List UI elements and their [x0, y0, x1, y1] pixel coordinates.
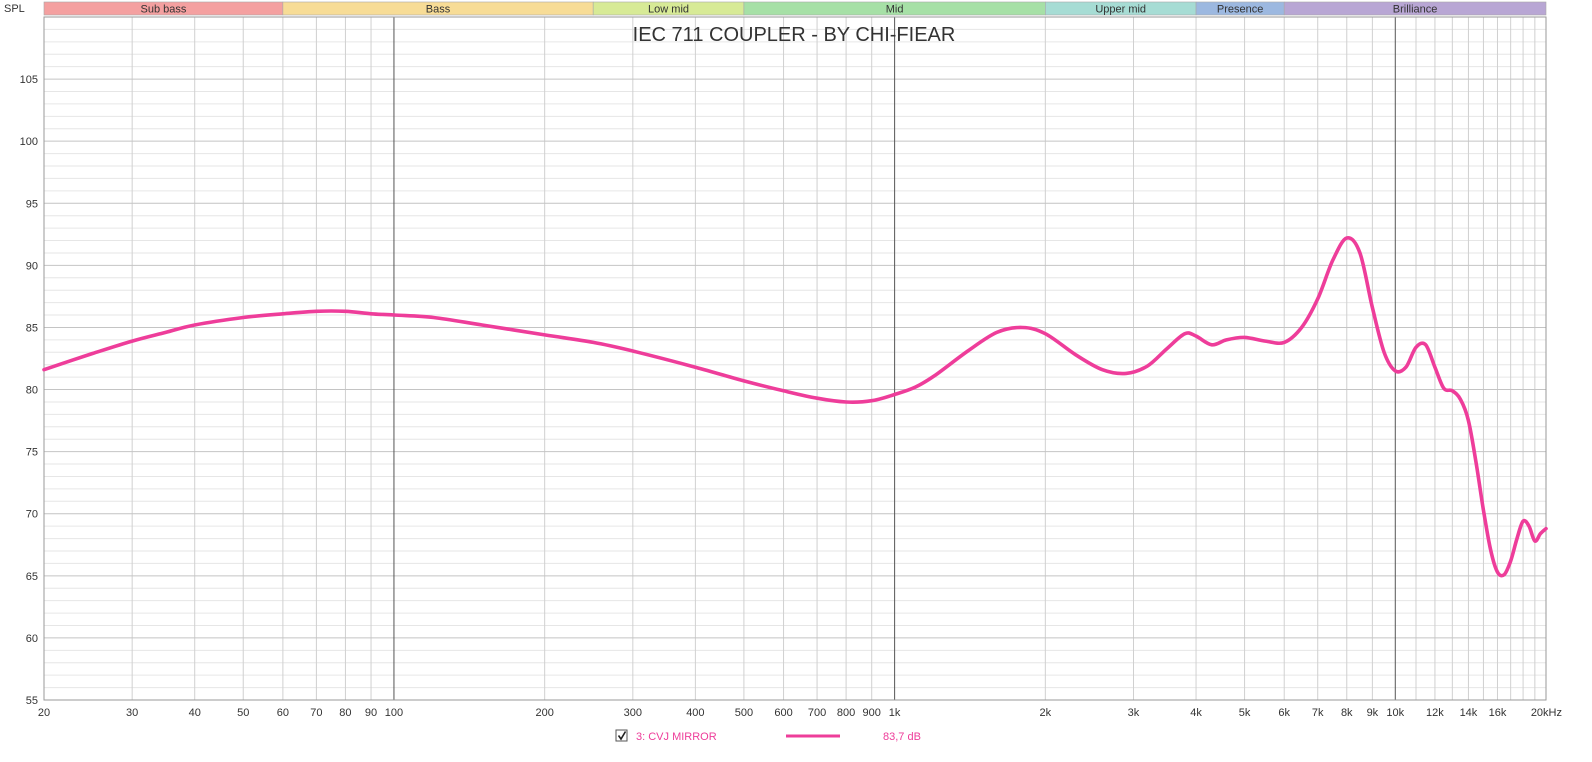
series-line [42, 236, 1548, 578]
band-presence: Presence [1195, 1, 1285, 16]
x-tick-label: 300 [624, 707, 642, 719]
band-label: Upper mid [1095, 4, 1146, 16]
x-tick-label: 1k [889, 707, 901, 719]
y-tick-label: 65 [26, 571, 38, 583]
data-series [42, 236, 1548, 578]
x-tick-label: 40 [189, 707, 201, 719]
band-upper-mid: Upper mid [1045, 1, 1197, 16]
x-tick-label: 80 [339, 707, 351, 719]
x-tick-label: 5k [1239, 707, 1251, 719]
x-tick-label: 3k [1128, 707, 1140, 719]
y-tick-labels: 105 100 95 90 85 80 75 70 65 60 55 [20, 74, 38, 707]
x-tick-label: 900 [863, 707, 881, 719]
x-tick-label: 30 [126, 707, 138, 719]
checkbox-box[interactable] [615, 729, 628, 742]
x-tick-label: 70 [310, 707, 322, 719]
x-tick-label: 14k [1460, 707, 1478, 719]
y-tick-label: 95 [26, 198, 38, 210]
x-tick-label: 200 [535, 707, 553, 719]
x-tick-label: 6k [1278, 707, 1290, 719]
x-tick-label: 4k [1190, 707, 1202, 719]
x-tick-label: 16k [1489, 707, 1507, 719]
y-tick-label: 75 [26, 447, 38, 459]
legend: 3: CVJ MIRROR 83,7 dB [615, 729, 921, 743]
x-tick-label: 12k [1426, 707, 1444, 719]
minor-gridlines [43, 17, 1547, 700]
x-tick-label: 90 [365, 707, 377, 719]
band-label: Mid [886, 4, 904, 16]
band-label: Presence [1217, 4, 1263, 16]
x-tick-label: 600 [774, 707, 792, 719]
checkmark-icon [617, 731, 627, 741]
x-tick-label: 20kHz [1531, 707, 1562, 719]
band-label: Bass [426, 4, 451, 16]
band-label: Sub bass [141, 4, 187, 16]
band-label: Brilliance [1393, 4, 1438, 16]
band-label: Low mid [648, 4, 689, 16]
band-bass: Bass [282, 1, 594, 16]
x-tick-label: 60 [277, 707, 289, 719]
y-tick-label: 80 [26, 385, 38, 397]
legend-series-value: 83,7 dB [883, 731, 921, 743]
x-tick-label: 50 [237, 707, 249, 719]
x-tick-label: 7k [1312, 707, 1324, 719]
y-tick-label: 90 [26, 260, 38, 272]
x-tick-label: 400 [686, 707, 704, 719]
x-tick-label: 700 [808, 707, 826, 719]
y-tick-label: 70 [26, 509, 38, 521]
y-tick-label: 55 [26, 695, 38, 707]
legend-series-name: 3: CVJ MIRROR [636, 731, 717, 743]
chart-title: IEC 711 COUPLER - BY CHI-FIEAR [633, 24, 956, 46]
x-tick-label: 9k [1367, 707, 1379, 719]
x-tick-label: 500 [735, 707, 753, 719]
band-rect [1283, 1, 1547, 16]
x-tick-label: 800 [837, 707, 855, 719]
y-tick-label: 60 [26, 633, 38, 645]
band-mid: Mid [743, 1, 1046, 16]
band-low-mid: Low mid [592, 1, 745, 16]
x-tick-label: 10k [1386, 707, 1404, 719]
y-tick-label: 105 [20, 74, 38, 86]
band-brilliance: Brilliance [1283, 1, 1547, 16]
frequency-bands: Sub bass Bass Low mid Mid Upper mid Presence B… [43, 1, 1547, 16]
legend-checkbox[interactable] [615, 729, 628, 742]
y-tick-label: 85 [26, 322, 38, 334]
x-tick-label: 20 [38, 707, 50, 719]
y-axis-label: SPL [4, 3, 25, 15]
plot-area [44, 17, 1546, 700]
y-tick-label: 100 [20, 136, 38, 148]
band-sub-bass: Sub bass [43, 1, 284, 16]
x-tick-label: 8k [1341, 707, 1353, 719]
plot-border [43, 16, 1547, 701]
x-tick-labels: 20 30 40 50 60 70 80 90 100 200 300 400 500 600 700 800… [38, 707, 1562, 719]
x-tick-label: 100 [385, 707, 403, 719]
x-tick-label: 2k [1040, 707, 1052, 719]
